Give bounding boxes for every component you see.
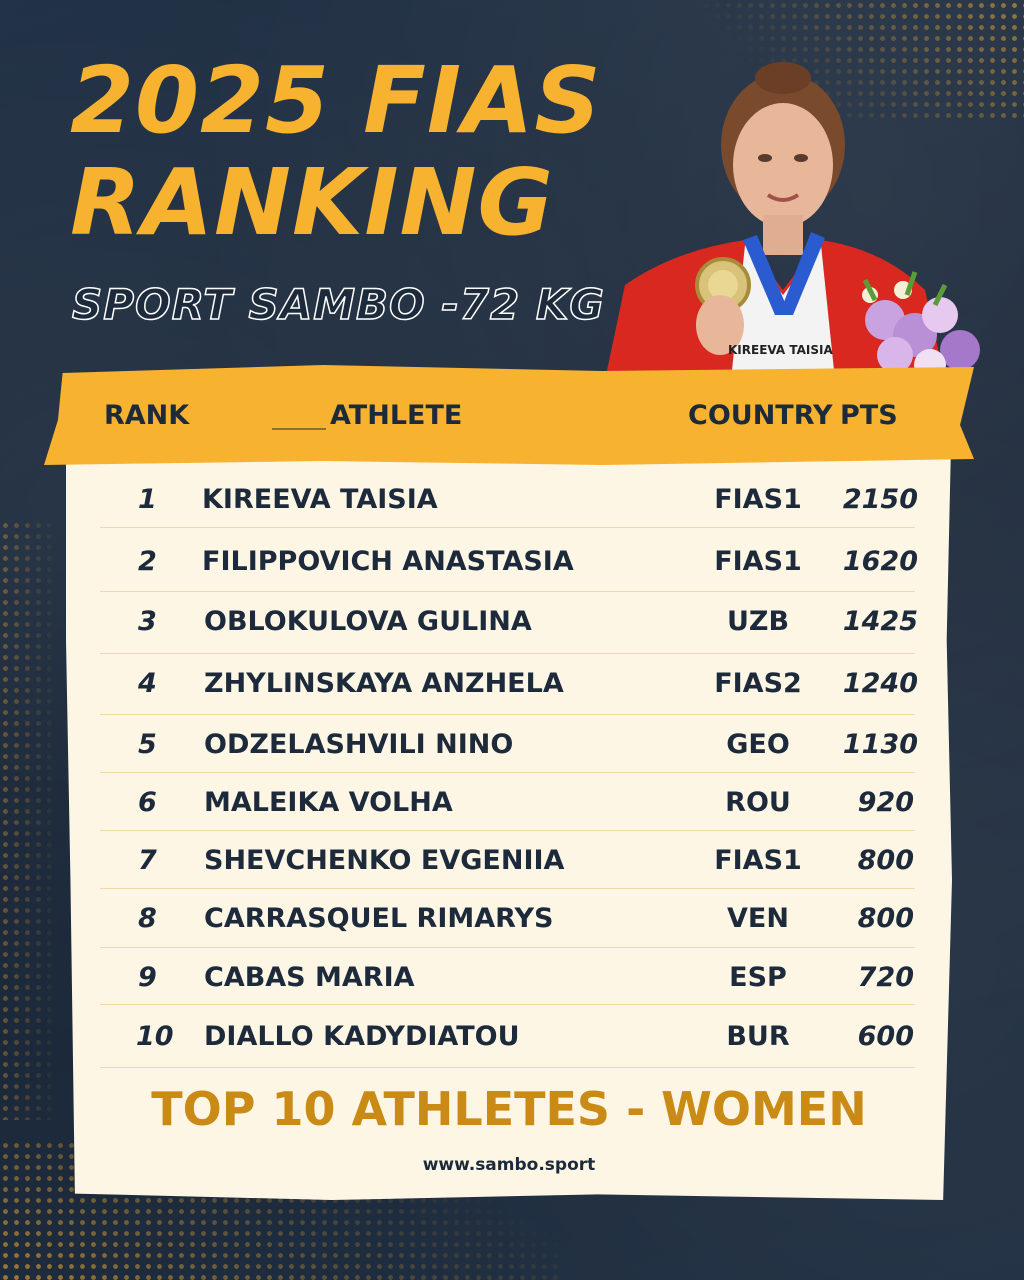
row-country: ROU [725, 787, 791, 818]
row-rank: 10 [136, 1021, 174, 1052]
table-row: 10 DIALLO KADYDIATOU BUR 600 [100, 1005, 915, 1068]
row-rank: 7 [138, 845, 157, 876]
row-rank: 3 [138, 606, 157, 637]
row-country: VEN [727, 903, 789, 934]
row-points: 800 [857, 845, 914, 876]
ranking-table: 1 KIREEVA TAISIA FIAS1 2150 2 FILIPPOVIC… [100, 470, 918, 1068]
row-country: FIAS1 [714, 546, 802, 577]
row-points: 800 [857, 903, 914, 934]
row-points: 1425 [842, 606, 918, 637]
row-rank: 5 [138, 729, 157, 760]
table-row: 8 CARRASQUEL RIMARYS VEN 800 [100, 889, 915, 948]
table-row: 7 SHEVCHENKO EVGENIIA FIAS1 800 [100, 831, 915, 889]
row-points: 2150 [842, 484, 918, 515]
row-country: ESP [729, 962, 787, 993]
ranking-card [66, 400, 952, 1200]
column-header-country: COUNTRY [688, 400, 833, 431]
row-rank: 8 [138, 903, 157, 934]
row-athlete: ZHYLINSKAYA ANZHELA [204, 668, 564, 699]
table-header-bar [44, 365, 974, 465]
row-rank: 2 [138, 546, 157, 577]
row-athlete: CABAS MARIA [204, 962, 415, 993]
row-points: 720 [857, 962, 914, 993]
table-row: 4 ZHYLINSKAYA ANZHELA FIAS2 1240 [100, 654, 918, 715]
column-header-pts: PTS [840, 400, 898, 431]
athlete-photo [585, 50, 980, 380]
row-points: 1240 [842, 668, 918, 699]
table-row: 3 OBLOKULOVA GULINA UZB 1425 [100, 592, 918, 654]
website-link[interactable]: www.sambo.sport [422, 1155, 596, 1175]
row-athlete: CARRASQUEL RIMARYS [204, 903, 554, 934]
row-athlete: OBLOKULOVA GULINA [204, 606, 532, 637]
table-row: 5 ODZELASHVILI NINO GEO 1130 [100, 715, 918, 773]
row-athlete: ODZELASHVILI NINO [204, 729, 514, 760]
row-country: GEO [726, 729, 790, 760]
photo-caption: KIREEVA TAISIA [728, 343, 833, 357]
header-divider [272, 428, 326, 430]
row-country: FIAS1 [714, 484, 802, 515]
weight-category-subtitle: SPORT SAMBO -72 KG [71, 279, 605, 330]
row-athlete: DIALLO KADYDIATOU [204, 1021, 520, 1052]
row-country: BUR [726, 1021, 790, 1052]
table-row: 6 MALEIKA VOLHA ROU 920 [100, 773, 915, 831]
title-line-2: RANKING [70, 149, 555, 256]
row-points: 600 [857, 1021, 914, 1052]
row-athlete: MALEIKA VOLHA [204, 787, 453, 818]
column-header-rank: RANK [104, 400, 190, 431]
table-row: 9 CABAS MARIA ESP 720 [100, 948, 915, 1005]
row-rank: 1 [138, 484, 157, 515]
column-header-athlete: ATHLETE [330, 400, 463, 431]
row-rank: 6 [138, 787, 157, 818]
row-points: 1620 [842, 546, 918, 577]
row-country: FIAS2 [714, 668, 802, 699]
row-points: 920 [857, 787, 914, 818]
row-athlete: FILIPPOVICH ANASTASIA [202, 546, 574, 577]
footer-title: TOP 10 ATHLETES - WOMEN [151, 1082, 867, 1136]
title-line-1: 2025 FIAS [70, 47, 602, 154]
table-row: 1 KIREEVA TAISIA FIAS1 2150 [100, 470, 918, 528]
row-country: UZB [726, 606, 790, 637]
row-rank: 9 [138, 962, 157, 993]
row-athlete: SHEVCHENKO EVGENIIA [204, 845, 565, 876]
row-athlete: KIREEVA TAISIA [202, 484, 438, 515]
row-country: FIAS1 [714, 845, 802, 876]
page-title: 2025 FIAS RANKING [70, 50, 602, 254]
row-rank: 4 [138, 668, 157, 699]
table-row: 2 FILIPPOVICH ANASTASIA FIAS1 1620 [100, 528, 918, 592]
row-points: 1130 [842, 729, 918, 760]
dot-pattern-left [0, 520, 60, 1120]
